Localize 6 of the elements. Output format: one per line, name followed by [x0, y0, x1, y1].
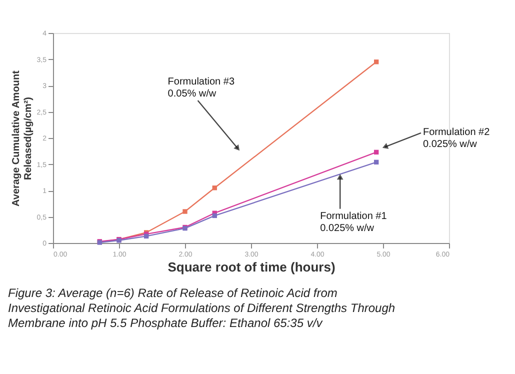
- x-axis-title: Square root of time (hours): [168, 260, 336, 274]
- annotation: Formulation #1 0.025% w/w: [320, 210, 388, 234]
- text: Figure 3: Average (n=6) Rate of Release of Retinoic Acid from Investigational Retinoic Acid Formulations of Different Strengths Through Membrane into pH 5.5 Phosphate Buffer: Ethanol 65:35 v/v: [8, 286, 396, 330]
- annotation: Formulation #3 0.05% w/w: [168, 76, 235, 100]
- y-axis-title: Average Cumulative Amount Released(µg/cm²): [10, 70, 34, 206]
- annotation: Formulation #2 0.025% w/w: [422, 126, 490, 150]
